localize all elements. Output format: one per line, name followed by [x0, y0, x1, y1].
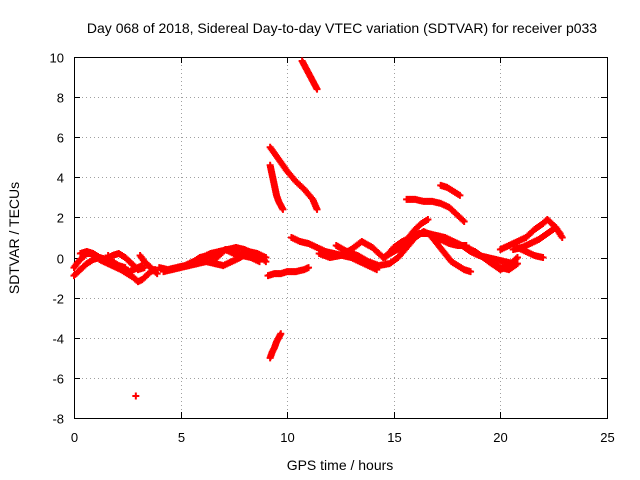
y-tick-label: 8	[57, 91, 64, 106]
x-tick-label: 25	[600, 430, 614, 445]
data-point	[138, 262, 146, 270]
y-tick-label: 6	[57, 131, 64, 146]
series-arc-08	[187, 246, 263, 268]
data-point	[456, 191, 464, 199]
data-point	[153, 270, 161, 278]
series-arc-18	[398, 215, 432, 250]
y-tick-label: -2	[52, 292, 64, 307]
data-point	[459, 216, 467, 224]
x-tick-label: 20	[493, 430, 507, 445]
series-arc-24	[496, 215, 564, 254]
data-point	[279, 205, 287, 213]
y-axis-label: SDTVAR / TECUs	[6, 182, 22, 294]
series-arc-10	[266, 143, 321, 213]
y-tick-label: 0	[57, 252, 64, 267]
data-point	[132, 392, 140, 400]
data-points	[70, 57, 566, 400]
series-arc-12	[264, 264, 313, 280]
data-point	[513, 260, 521, 268]
x-tick-label: 15	[387, 430, 401, 445]
x-tick-label: 5	[178, 430, 185, 445]
data-point	[539, 254, 547, 262]
data-point	[262, 254, 270, 262]
y-tick-label: -8	[52, 412, 64, 427]
y-tick-label: -4	[52, 332, 64, 347]
series-arc-20	[437, 181, 464, 199]
series-arc-04	[104, 252, 146, 276]
y-tick-label: 2	[57, 211, 64, 226]
series-arc-21	[428, 234, 475, 276]
chart-title: Day 068 of 2018, Sidereal Day-to-day VTE…	[87, 20, 597, 36]
data-point	[424, 215, 432, 223]
series-arc-09	[266, 161, 287, 213]
series-arc-19	[403, 195, 468, 225]
data-point	[558, 234, 566, 241]
x-tick-labels: 0 5 10 15 20 25	[71, 430, 615, 445]
data-point	[255, 258, 263, 266]
data-point	[313, 85, 321, 93]
series-arc-23	[471, 248, 521, 274]
x-tick-label: 0	[71, 430, 78, 445]
data-point	[513, 254, 521, 262]
plot-frame	[74, 57, 608, 419]
x-axis-label: GPS time / hours	[287, 457, 394, 473]
series-arc-11	[298, 57, 321, 93]
y-tick-labels: -8 -6 -4 -2 0 2 4 6 8 10	[50, 51, 64, 427]
series-arc-13	[266, 330, 285, 362]
y-tick-label: 4	[57, 171, 64, 186]
x-tick-label: 10	[280, 430, 294, 445]
data-point	[467, 268, 475, 276]
data-point	[277, 330, 285, 338]
y-tick-label: 10	[50, 51, 64, 66]
data-point	[305, 264, 313, 272]
y-tick-label: -6	[52, 372, 64, 387]
series-isolated	[132, 392, 140, 400]
series-arc-05	[136, 252, 161, 278]
data-point	[460, 217, 468, 225]
series-arc-26	[513, 244, 547, 262]
data-point	[313, 205, 321, 213]
